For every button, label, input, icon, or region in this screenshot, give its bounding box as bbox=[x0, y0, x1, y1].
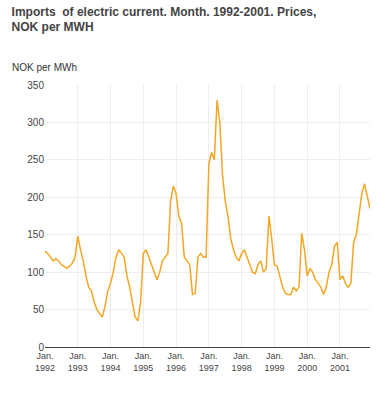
svg-text:50: 50 bbox=[33, 304, 45, 315]
svg-text:Jan.2001: Jan.2001 bbox=[330, 351, 350, 373]
svg-text:Jan.2000: Jan.2000 bbox=[297, 351, 317, 373]
svg-text:200: 200 bbox=[27, 192, 44, 203]
svg-text:Jan.1994: Jan.1994 bbox=[101, 351, 121, 373]
svg-text:0: 0 bbox=[38, 342, 44, 353]
svg-text:Jan.1995: Jan.1995 bbox=[133, 351, 153, 373]
svg-text:Jan.1996: Jan.1996 bbox=[166, 351, 186, 373]
svg-text:Jan.1997: Jan.1997 bbox=[199, 351, 219, 373]
svg-text:NOK per MWh: NOK per MWh bbox=[12, 62, 77, 73]
svg-text:Jan.1992: Jan.1992 bbox=[35, 351, 55, 373]
svg-text:100: 100 bbox=[27, 267, 44, 278]
svg-text:150: 150 bbox=[27, 229, 44, 240]
svg-text:Imports of electric current.: Imports of electric current. Month. 1992… bbox=[12, 5, 317, 35]
svg-text:Jan.1999: Jan.1999 bbox=[264, 351, 284, 373]
svg-text:350: 350 bbox=[27, 80, 44, 91]
svg-text:Jan.1998: Jan.1998 bbox=[232, 351, 252, 373]
svg-text:300: 300 bbox=[27, 117, 44, 128]
svg-text:Jan.1993: Jan.1993 bbox=[68, 351, 88, 373]
svg-text:250: 250 bbox=[27, 154, 44, 165]
